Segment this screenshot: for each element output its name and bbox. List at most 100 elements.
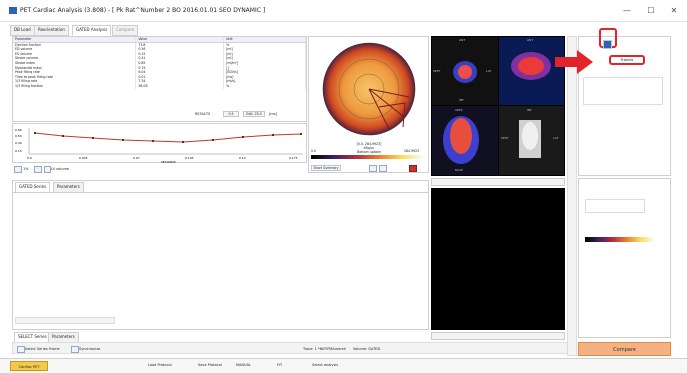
scale-max: 284.9923 bbox=[404, 149, 420, 153]
polar-label-unit: kBq/cc bbox=[363, 146, 375, 150]
synchronize-label: Synchronize bbox=[79, 347, 101, 351]
table-cell: 7.34 bbox=[135, 79, 225, 84]
table-row[interactable]: Myocardial mass 0.79[] bbox=[13, 65, 306, 71]
label-sept: SEPT bbox=[433, 69, 441, 73]
table-cell: 73.8 bbox=[135, 42, 225, 48]
frames-tool-icon[interactable] bbox=[603, 40, 612, 49]
polar-map-panel: [0.0, 284.9923] kBq/cc Bottom uptake 0.0… bbox=[308, 36, 429, 173]
lower-image-viewport[interactable] bbox=[431, 188, 565, 330]
table-row[interactable]: 1/3 filling fraction 36.08% bbox=[13, 83, 306, 89]
table-row[interactable]: Peak filling rate 6.04 [EDV/s] bbox=[13, 70, 306, 75]
zoom-value[interactable]: 1% bbox=[23, 167, 29, 171]
table-cell: % bbox=[223, 42, 306, 48]
results-controls: RESULTS 0.5 Edit: 25.0 [ms] bbox=[195, 111, 305, 119]
slice-image-grid: ANT SEPT LAT INF ANT APEX BASE INF SEPT … bbox=[431, 36, 565, 176]
label-inf: INF bbox=[459, 98, 464, 102]
right-tool-strip bbox=[567, 36, 577, 356]
manual-button[interactable]: MANUAL bbox=[236, 363, 251, 367]
series-toolbar[interactable] bbox=[15, 317, 115, 324]
table-row[interactable]: Stroke index 0.85 [ml/m²] bbox=[13, 60, 306, 66]
x-tick-label: 0.105 bbox=[185, 156, 194, 160]
x-tick-label: 0.175 bbox=[289, 156, 298, 160]
lower-left-panel: GATED Series Parameters bbox=[12, 180, 429, 330]
table-cell: 1/3 filling rate bbox=[13, 79, 137, 84]
table-row[interactable]: Ejection fraction 73.8% bbox=[13, 42, 306, 48]
title-bar: PET Cardiac Analysis (3.808) - [ Pk Rat^… bbox=[0, 0, 687, 22]
label-ant: ANT bbox=[459, 38, 466, 42]
far-right-icons bbox=[673, 36, 685, 356]
color-icon[interactable] bbox=[34, 166, 42, 173]
table-row[interactable]: 1/3 filling rate 7.34 [ml/s] bbox=[13, 79, 306, 84]
table-cell: [ml] bbox=[223, 56, 306, 61]
app-icon bbox=[9, 7, 17, 14]
minimize-button[interactable]: — bbox=[623, 6, 631, 15]
table-row[interactable]: ES volume 0.15 [ml] bbox=[13, 51, 306, 57]
polar-zoom-button[interactable] bbox=[369, 165, 377, 172]
label-ant-2: ANT bbox=[527, 38, 534, 42]
results-value-input[interactable]: 0.5 bbox=[223, 111, 239, 117]
label-apex: APEX bbox=[455, 108, 463, 112]
table-cell: Ejection fraction bbox=[13, 42, 137, 48]
close-button[interactable]: ✕ bbox=[670, 6, 678, 15]
table-cell: 0.85 bbox=[135, 60, 225, 66]
x-tick-label: 0.0 bbox=[27, 156, 32, 160]
right-panel-lower bbox=[578, 178, 671, 338]
y-tick-label: 0.50 bbox=[15, 134, 22, 138]
lv-volume-label: LV volume bbox=[51, 167, 70, 171]
select-series-label: Select Series Frame bbox=[25, 347, 60, 351]
x-axis-label: SECONDS bbox=[161, 160, 176, 164]
level-settings[interactable] bbox=[585, 199, 645, 213]
red-arrow-icon bbox=[555, 50, 593, 74]
frame-nav-controls[interactable] bbox=[589, 107, 659, 113]
lv-volume-checkbox[interactable] bbox=[44, 166, 51, 173]
table-row[interactable]: ED volume 0.56 [ml] bbox=[13, 47, 306, 52]
table-cell: [ml/s] bbox=[223, 79, 306, 84]
x-tick-label: 0.07 bbox=[133, 156, 140, 160]
x-tick-label: 0.035 bbox=[79, 156, 88, 160]
lower-bottom-tabs: SELECT Series Parameters bbox=[12, 332, 429, 343]
table-cell: 36.08 bbox=[135, 83, 225, 89]
polar-mode-select[interactable]: Short Summary bbox=[311, 165, 341, 171]
edit-value-input[interactable]: Edit: 25.0 bbox=[243, 111, 265, 117]
polar-map bbox=[322, 42, 416, 136]
table-row[interactable]: Stroke volume 0.41 [ml] bbox=[13, 56, 306, 61]
table-cell: [ms] bbox=[223, 74, 306, 80]
table-cell: 0.79 bbox=[135, 65, 225, 71]
app-menu-button[interactable]: Cardiac PET bbox=[10, 361, 48, 371]
compare-button[interactable]: Compare bbox=[578, 342, 671, 356]
zoom-controls[interactable] bbox=[609, 299, 649, 305]
view-controls[interactable] bbox=[599, 147, 649, 153]
maximize-button[interactable]: ☐ bbox=[647, 6, 655, 15]
table-cell: [ml] bbox=[223, 51, 306, 57]
tab-reorientation[interactable]: Reorientation bbox=[34, 25, 69, 36]
y-tick-label: 0.30 bbox=[15, 141, 22, 145]
load-protocol-button[interactable]: Load Protocol bbox=[148, 363, 172, 367]
column-header: Parameter bbox=[13, 37, 137, 43]
results-unit: [ms] bbox=[269, 112, 277, 116]
image-controls-bar[interactable] bbox=[431, 178, 565, 186]
chart-icon[interactable] bbox=[14, 166, 22, 173]
tab-compare[interactable]: Compare bbox=[112, 25, 139, 36]
synchronize-checkbox[interactable] bbox=[71, 346, 79, 353]
slice-images bbox=[432, 37, 564, 175]
frames-popup[interactable]: Frames bbox=[609, 55, 645, 65]
tab-gated-analysis[interactable]: GATED Analysis bbox=[72, 25, 112, 36]
save-protocol-button[interactable]: Save Protocol bbox=[198, 363, 222, 367]
polar-record-button[interactable] bbox=[409, 165, 417, 172]
tab-db-load[interactable]: DB Load bbox=[10, 25, 35, 36]
polar-color-button[interactable] bbox=[379, 165, 387, 172]
table-cell: 0.41 bbox=[135, 56, 225, 61]
volume-text: Volume: GATED bbox=[353, 347, 381, 351]
divider bbox=[13, 192, 428, 193]
x-tick-label: 0.14 bbox=[239, 156, 246, 160]
colormap-bar[interactable] bbox=[585, 237, 655, 242]
bottom-toolbar: Cardiac PET Load Protocol Save Protocol … bbox=[0, 358, 687, 373]
label-lat-2: LAT bbox=[553, 136, 559, 140]
select-analysis-button[interactable]: Select analysis bbox=[312, 363, 339, 367]
select-series-checkbox[interactable] bbox=[17, 346, 25, 353]
table-row[interactable]: Time to peak filling rate 0.01 [ms] bbox=[13, 74, 306, 80]
table-cell: Time to peak filling rate bbox=[13, 74, 137, 80]
volume-curve-line bbox=[34, 132, 302, 143]
lower-image-controls[interactable] bbox=[431, 332, 565, 340]
fit-button[interactable]: FIT bbox=[277, 363, 283, 367]
